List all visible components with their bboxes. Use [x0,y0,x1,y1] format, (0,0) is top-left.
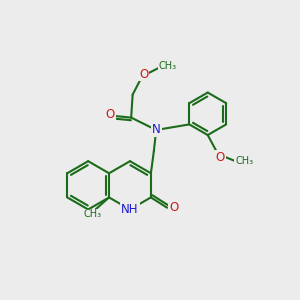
Text: O: O [216,151,225,164]
Text: CH₃: CH₃ [159,61,177,71]
Text: N: N [152,124,161,136]
Text: NH: NH [121,203,139,216]
Text: O: O [139,68,148,80]
Text: CH₃: CH₃ [83,209,101,220]
Text: O: O [105,108,115,121]
Text: O: O [169,201,178,214]
Text: CH₃: CH₃ [235,156,253,166]
